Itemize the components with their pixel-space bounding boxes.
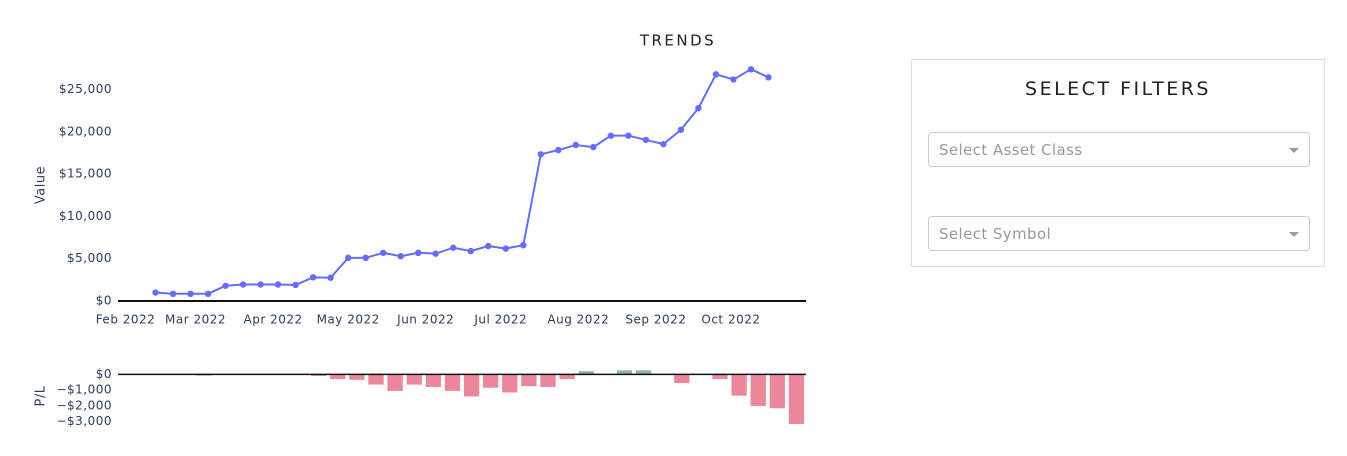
bar	[769, 374, 785, 409]
x-tick-label: Jul 2022	[473, 313, 527, 327]
bar	[425, 374, 441, 387]
point	[607, 132, 615, 139]
panel-title: SELECT FILTERS	[1025, 78, 1211, 100]
point	[730, 76, 737, 83]
y-tick-label: $0	[96, 294, 112, 308]
bar	[311, 374, 327, 376]
point	[572, 141, 580, 149]
charts: TRENDS Value P/L $0 $5,000 $10,000 $15,000 $…	[34, 32, 806, 428]
bar	[635, 370, 652, 375]
bar	[463, 374, 480, 397]
y-tick-label: −$1,000	[56, 383, 112, 397]
point	[537, 151, 545, 158]
x-tick-label: Mar 2022	[165, 313, 226, 327]
bar	[483, 374, 499, 388]
bar	[330, 374, 346, 380]
point	[222, 282, 229, 289]
point	[450, 244, 457, 251]
bar	[750, 374, 766, 406]
chart-title: TRENDS	[639, 32, 716, 50]
y-tick-label: $15,000	[59, 167, 112, 181]
bar	[616, 370, 633, 375]
point	[415, 249, 422, 256]
asset-class-dropdown[interactable]: Select Asset Class	[928, 132, 1310, 167]
bar	[788, 374, 805, 425]
point	[677, 126, 685, 133]
bar	[368, 374, 384, 385]
point	[344, 254, 352, 262]
point	[765, 74, 772, 81]
caret	[1289, 232, 1299, 237]
point	[642, 136, 650, 144]
symbol-dropdown[interactable]: Select Symbol	[928, 216, 1310, 251]
point	[520, 241, 527, 249]
line	[155, 68, 769, 295]
point	[204, 290, 212, 298]
point	[362, 254, 369, 262]
point	[152, 289, 159, 296]
point	[695, 105, 702, 112]
point	[432, 250, 439, 257]
y-axis-title: Value	[34, 166, 49, 204]
point	[625, 132, 632, 139]
bar	[406, 374, 422, 385]
bar	[674, 374, 690, 383]
filter-panel: SELECT FILTERS Select Asset Class Select…	[911, 59, 1325, 267]
point	[274, 281, 282, 288]
bar	[731, 374, 747, 396]
x-tick-label: Apr 2022	[244, 313, 303, 327]
y-tick-label: −$2,000	[56, 398, 112, 412]
bar	[540, 374, 556, 387]
point	[747, 66, 755, 73]
caret	[1289, 148, 1299, 153]
point	[169, 290, 177, 298]
y-tick-label: $10,000	[59, 209, 112, 223]
bar	[559, 374, 575, 380]
bar	[349, 374, 365, 380]
point	[467, 247, 474, 255]
point	[379, 249, 387, 256]
x-tick-label: Jun 2022	[396, 313, 454, 327]
point	[309, 274, 317, 281]
point	[292, 281, 299, 289]
bar	[444, 374, 461, 391]
bar	[502, 374, 518, 393]
y-tick-label: $25,000	[59, 82, 112, 96]
x-tick-label: May 2022	[317, 313, 380, 327]
point	[397, 252, 404, 260]
x-tick-label: Sep 2022	[625, 313, 686, 327]
point	[485, 242, 492, 250]
y-tick-label: −$3,000	[56, 414, 112, 428]
bar	[387, 374, 403, 391]
point	[660, 140, 667, 148]
x-tick-label: Oct 2022	[701, 313, 760, 327]
point	[712, 71, 720, 78]
x-tick-label: Feb 2022	[96, 313, 156, 327]
y-tick-label: $20,000	[59, 124, 112, 138]
bar	[578, 371, 594, 375]
placeholder: Select Symbol	[939, 225, 1052, 243]
point	[327, 274, 334, 281]
point	[187, 290, 194, 298]
y-axis-title: P/L	[34, 385, 49, 406]
y-tick-label: $5,000	[67, 251, 112, 265]
point	[257, 281, 264, 288]
x-tick-label: Aug 2022	[547, 313, 609, 327]
y-tick-label: $0	[96, 367, 112, 381]
point	[502, 245, 509, 252]
point	[555, 146, 562, 154]
bar	[712, 374, 728, 380]
bar	[521, 374, 537, 387]
placeholder: Select Asset Class	[939, 141, 1083, 159]
point	[590, 143, 597, 151]
point	[239, 281, 247, 288]
